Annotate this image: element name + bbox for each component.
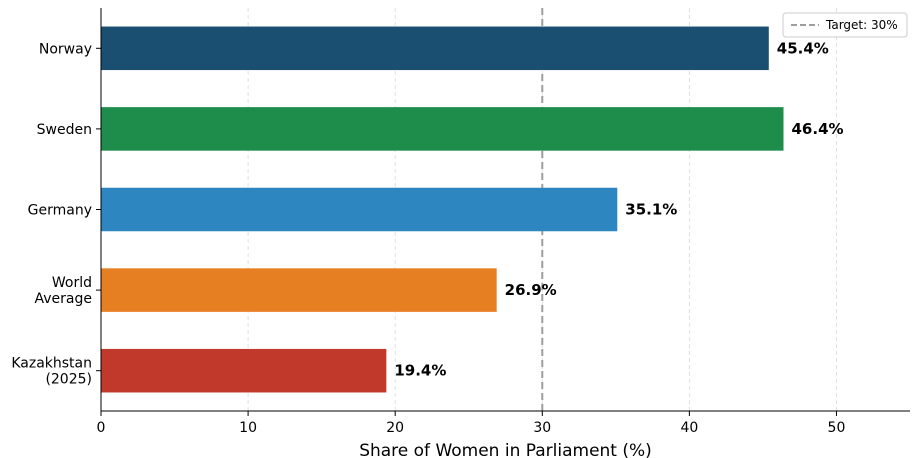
category-label: Kazakhstan (2025) bbox=[11, 356, 92, 388]
value-label: 35.1% bbox=[625, 201, 677, 219]
bar bbox=[101, 107, 784, 151]
value-label: 19.4% bbox=[394, 362, 446, 380]
x-tick-label: 30 bbox=[533, 420, 551, 436]
value-label: 46.4% bbox=[792, 120, 844, 138]
x-axis-title: Share of Women in Parliament (%) bbox=[359, 441, 652, 458]
bar bbox=[101, 268, 497, 312]
x-tick-label: 10 bbox=[239, 420, 257, 436]
bar bbox=[101, 26, 769, 71]
bars bbox=[101, 26, 784, 393]
x-tick-label: 50 bbox=[828, 420, 846, 436]
value-label: 45.4% bbox=[777, 39, 829, 57]
category-label: World Average bbox=[35, 275, 93, 307]
value-label: 26.9% bbox=[505, 281, 557, 299]
bar bbox=[101, 187, 618, 232]
category-label: Norway bbox=[39, 41, 92, 57]
x-tick-label: 40 bbox=[680, 420, 698, 436]
legend: Target: 30% bbox=[782, 12, 908, 38]
x-ticks: 0 10 20 30 40 50 bbox=[97, 411, 846, 436]
legend-box bbox=[782, 12, 908, 38]
category-label: Germany bbox=[28, 203, 92, 219]
value-labels: 45.4% 46.4% 35.1% 26.9% 19.4% bbox=[394, 39, 843, 379]
x-tick-label: 0 bbox=[97, 420, 106, 436]
category-labels: Norway Sweden Germany World Average Kazakhsta… bbox=[11, 41, 101, 388]
x-tick-label: 20 bbox=[386, 420, 404, 436]
legend-label: Target: 30% bbox=[825, 18, 898, 32]
category-label: Sweden bbox=[37, 122, 92, 138]
bar bbox=[101, 348, 387, 393]
